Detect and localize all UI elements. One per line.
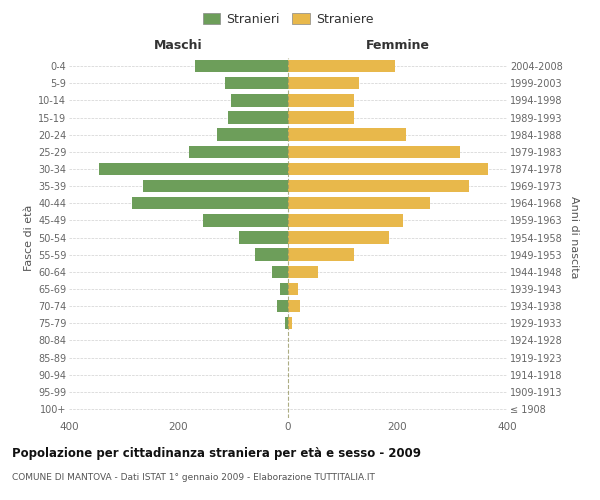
Bar bbox=[225, 77, 288, 90]
Bar bbox=[288, 128, 406, 141]
Bar bbox=[195, 60, 288, 72]
Bar bbox=[203, 214, 288, 226]
Y-axis label: Fasce di età: Fasce di età bbox=[23, 204, 34, 270]
Text: Popolazione per cittadinanza straniera per età e sesso - 2009: Popolazione per cittadinanza straniera p… bbox=[12, 448, 421, 460]
Bar bbox=[230, 94, 288, 106]
Bar bbox=[288, 317, 292, 330]
Text: Maschi: Maschi bbox=[154, 40, 203, 52]
Bar bbox=[239, 232, 288, 243]
Bar bbox=[228, 112, 288, 124]
Bar bbox=[288, 180, 469, 192]
Bar bbox=[288, 266, 318, 278]
Bar bbox=[288, 146, 460, 158]
Bar bbox=[288, 232, 389, 243]
Bar bbox=[288, 94, 354, 106]
Y-axis label: Anni di nascita: Anni di nascita bbox=[569, 196, 580, 279]
Legend: Stranieri, Straniere: Stranieri, Straniere bbox=[197, 8, 379, 31]
Bar bbox=[288, 197, 430, 209]
Bar bbox=[143, 180, 288, 192]
Bar bbox=[280, 283, 288, 295]
Bar bbox=[190, 146, 288, 158]
Bar bbox=[217, 128, 288, 141]
Text: Femmine: Femmine bbox=[365, 40, 430, 52]
Bar bbox=[288, 214, 403, 226]
Bar bbox=[288, 163, 488, 175]
Bar bbox=[288, 112, 354, 124]
Bar bbox=[277, 300, 288, 312]
Bar bbox=[288, 60, 395, 72]
Bar bbox=[288, 77, 359, 90]
Bar bbox=[285, 317, 288, 330]
Bar bbox=[255, 248, 288, 261]
Bar bbox=[272, 266, 288, 278]
Bar bbox=[99, 163, 288, 175]
Bar bbox=[132, 197, 288, 209]
Text: COMUNE DI MANTOVA - Dati ISTAT 1° gennaio 2009 - Elaborazione TUTTITALIA.IT: COMUNE DI MANTOVA - Dati ISTAT 1° gennai… bbox=[12, 472, 375, 482]
Bar bbox=[288, 248, 354, 261]
Bar bbox=[288, 300, 300, 312]
Bar bbox=[288, 283, 298, 295]
